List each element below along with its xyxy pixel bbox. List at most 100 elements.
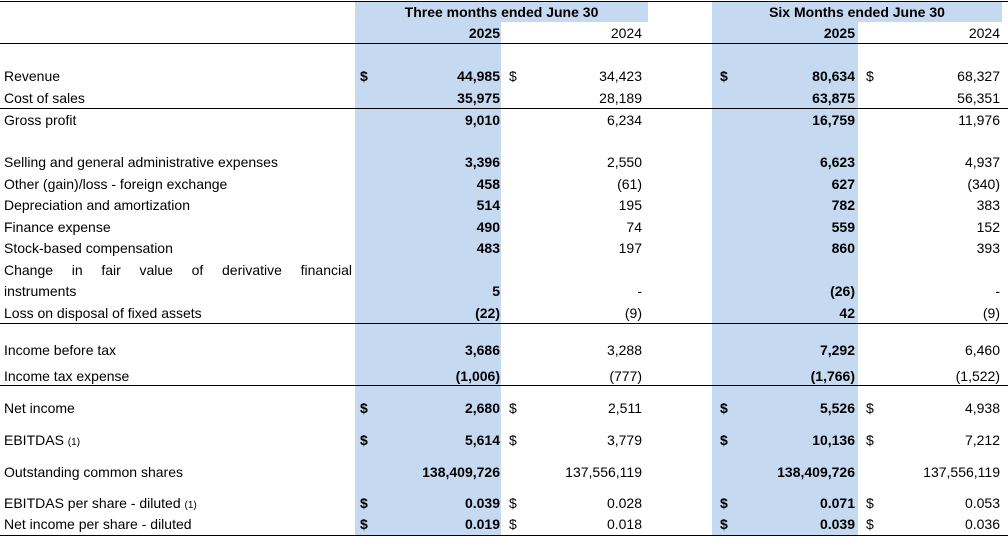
value-cell: 490	[476, 219, 500, 235]
currency-symbol: $	[509, 516, 517, 532]
value-cell: (1,766)	[810, 368, 855, 384]
value-cell: 74	[626, 219, 642, 235]
value-cell: 860	[831, 240, 855, 256]
value-cell: 2,550	[606, 154, 642, 170]
currency-symbol: $	[509, 68, 517, 84]
tax-rule	[0, 385, 1008, 386]
row-label: Other (gain)/loss - foreign exchange	[4, 176, 228, 192]
value-cell: 34,423	[599, 68, 642, 84]
value-cell: 80,634	[812, 68, 855, 84]
currency-symbol: $	[866, 68, 874, 84]
value-cell: 3,396	[464, 154, 500, 170]
value-cell: 2,511	[608, 400, 642, 416]
value-cell: 0.071	[819, 495, 855, 511]
value-cell: (26)	[830, 283, 855, 299]
year-header-q-2025: 2025	[468, 25, 500, 41]
currency-symbol: $	[720, 516, 728, 532]
currency-symbol: $	[509, 400, 517, 416]
row-label: Net income	[4, 400, 75, 416]
value-cell: 2,680	[464, 400, 500, 416]
row-label: Outstanding common shares	[4, 464, 183, 480]
currency-symbol: $	[360, 400, 368, 416]
currency-symbol: $	[866, 516, 874, 532]
value-cell: 195	[618, 197, 642, 213]
value-cell: 0.019	[464, 516, 500, 532]
value-cell: (1,522)	[955, 368, 1000, 384]
currency-symbol: $	[720, 432, 728, 448]
value-cell: (9)	[982, 305, 1000, 321]
currency-symbol: $	[866, 495, 874, 511]
value-cell: 6,234	[606, 112, 642, 128]
value-cell: 56,351	[957, 90, 1000, 106]
row-label: Revenue	[4, 68, 61, 84]
value-cell: 5,614	[464, 432, 500, 448]
value-cell: 514	[476, 197, 500, 213]
value-cell: -	[995, 283, 1000, 299]
value-cell: 152	[976, 219, 1000, 235]
value-cell: 9,010	[464, 112, 500, 128]
expenses-rule	[0, 323, 1008, 324]
value-cell: 63,875	[812, 90, 855, 106]
currency-symbol: $	[360, 495, 368, 511]
value-cell: 10,136	[812, 432, 855, 448]
value-cell: 0.053	[964, 495, 1000, 511]
value-cell: 0.039	[464, 495, 500, 511]
value-cell: (9)	[624, 305, 642, 321]
value-cell: 28,189	[599, 90, 642, 106]
currency-symbol: $	[509, 432, 517, 448]
value-cell: 559	[831, 219, 855, 235]
row-label-continued: instruments	[4, 283, 77, 299]
footnote-marker: (1)	[184, 500, 197, 511]
currency-symbol: $	[720, 400, 728, 416]
row-label: Depreciation and amortization	[4, 197, 190, 213]
value-cell: 483	[476, 240, 500, 256]
currency-symbol: $	[866, 400, 874, 416]
six-months-2025-column-band	[712, 2, 858, 535]
row-label: Cost of sales	[4, 90, 85, 106]
currency-symbol: $	[360, 432, 368, 448]
row-label: Gross profit	[4, 112, 77, 128]
value-cell: -	[637, 283, 642, 299]
value-cell: 138,409,726	[422, 464, 500, 480]
value-cell: 3,288	[606, 342, 642, 358]
value-cell: 35,975	[457, 90, 500, 106]
bottom-rule	[0, 535, 1008, 536]
value-cell: (1,006)	[455, 368, 500, 384]
value-cell: 137,556,119	[565, 464, 642, 480]
row-label-text: EBITDAS per share - diluted	[4, 495, 181, 511]
value-cell: 7,292	[819, 342, 855, 358]
value-cell: (777)	[609, 368, 642, 384]
row-label: EBITDAS per share - diluted (1)	[4, 493, 197, 513]
value-cell: 0.018	[606, 516, 642, 532]
row-label: Selling and general administrative expen…	[4, 154, 278, 170]
row-label: Net income per share - diluted	[4, 516, 192, 532]
value-cell: 782	[831, 197, 855, 213]
value-cell: 458	[476, 176, 500, 192]
currency-symbol: $	[360, 516, 368, 532]
row-label: Income before tax	[4, 342, 117, 358]
row-label: Loss on disposal of fixed assets	[4, 305, 202, 321]
value-cell: 5,526	[819, 400, 855, 416]
footnote-marker: (1)	[67, 437, 81, 448]
value-cell: 16,759	[812, 112, 855, 128]
value-cell: 0.036	[964, 516, 1000, 532]
six-months-header: Six Months ended June 30	[769, 4, 945, 20]
value-cell: (22)	[475, 305, 500, 321]
value-cell: 4,937	[964, 154, 1000, 170]
year-header-ytd-2024: 2024	[968, 25, 1000, 41]
three-months-header: Three months ended June 30	[404, 4, 599, 20]
value-cell: (340)	[967, 176, 1000, 192]
currency-symbol: $	[509, 495, 517, 511]
value-cell: 3,686	[464, 342, 500, 358]
year-header-q-2024: 2024	[610, 25, 642, 41]
value-cell: 627	[831, 176, 855, 192]
value-cell: 7,212	[964, 432, 1000, 448]
value-cell: 138,409,726	[777, 464, 855, 480]
three-months-2025-column-band	[355, 2, 501, 535]
value-cell: 6,623	[819, 154, 855, 170]
year-header-ytd-2025: 2025	[823, 25, 855, 41]
row-label: Change in fair value of derivative finan…	[4, 262, 352, 278]
value-cell: 393	[976, 240, 1000, 256]
value-cell: 6,460	[964, 342, 1000, 358]
